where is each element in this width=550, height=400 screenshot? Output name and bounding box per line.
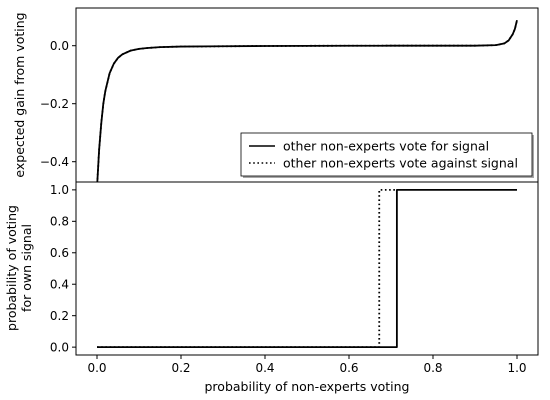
top-y-ticks: 0.0 −0.2 −0.4 — [40, 39, 76, 169]
bottom-y-axis-label-line2: for own signal — [19, 224, 34, 312]
top-y-axis-label: expected gain from voting — [12, 12, 27, 177]
x-tick-label: 0.6 — [339, 361, 358, 375]
x-axis-label: probability of non-experts voting — [205, 379, 410, 394]
bottom-y-tick-label: 0.0 — [50, 340, 69, 354]
bottom-y-ticks: 0.0 0.2 0.4 0.6 0.8 1.0 — [50, 183, 76, 354]
top-y-tick-label: 0.0 — [50, 39, 69, 53]
bottom-y-tick-label: 0.2 — [50, 309, 69, 323]
bottom-y-tick-label: 0.6 — [50, 246, 69, 260]
bottom-plot-frame — [75, 181, 539, 356]
top-y-tick-label: −0.4 — [40, 155, 69, 169]
x-tick-label: 0.2 — [171, 361, 190, 375]
top-panel: 0.0 −0.2 −0.4 expected gain from voting ot… — [12, 7, 539, 183]
legend-box — [240, 132, 533, 177]
bottom-y-tick-label: 0.4 — [50, 277, 69, 291]
top-y-tick-label: −0.2 — [40, 97, 69, 111]
bottom-series-group — [97, 188, 517, 349]
bottom-panel: 0.0 0.2 0.4 0.6 0.8 1.0 0.0 0.2 0.4 0.6 0.8 1.0 pr… — [4, 181, 539, 394]
top-series-group — [96, 19, 518, 182]
bottom-y-tick-label: 1.0 — [50, 183, 69, 197]
bottom-x-ticks: 0.0 0.2 0.4 0.6 0.8 1.0 — [87, 355, 527, 375]
x-tick-label: 0.4 — [255, 361, 274, 375]
bottom-series-for-signal-line — [97, 188, 517, 349]
legend: other non-experts vote for signal other … — [240, 132, 534, 178]
bottom-y-axis-label-line1: probability of voting — [4, 205, 19, 331]
x-tick-label: 0.0 — [87, 361, 106, 375]
bottom-series-against-signal-line — [97, 188, 397, 349]
bottom-y-tick-label: 0.8 — [50, 215, 69, 229]
x-tick-label: 0.8 — [423, 361, 442, 375]
legend-entry-dotted: other non-experts vote against signal — [283, 156, 518, 171]
legend-entry-solid: other non-experts vote for signal — [283, 139, 489, 154]
top-series-against-signal-line — [96, 19, 518, 182]
x-tick-label: 1.0 — [507, 361, 526, 375]
